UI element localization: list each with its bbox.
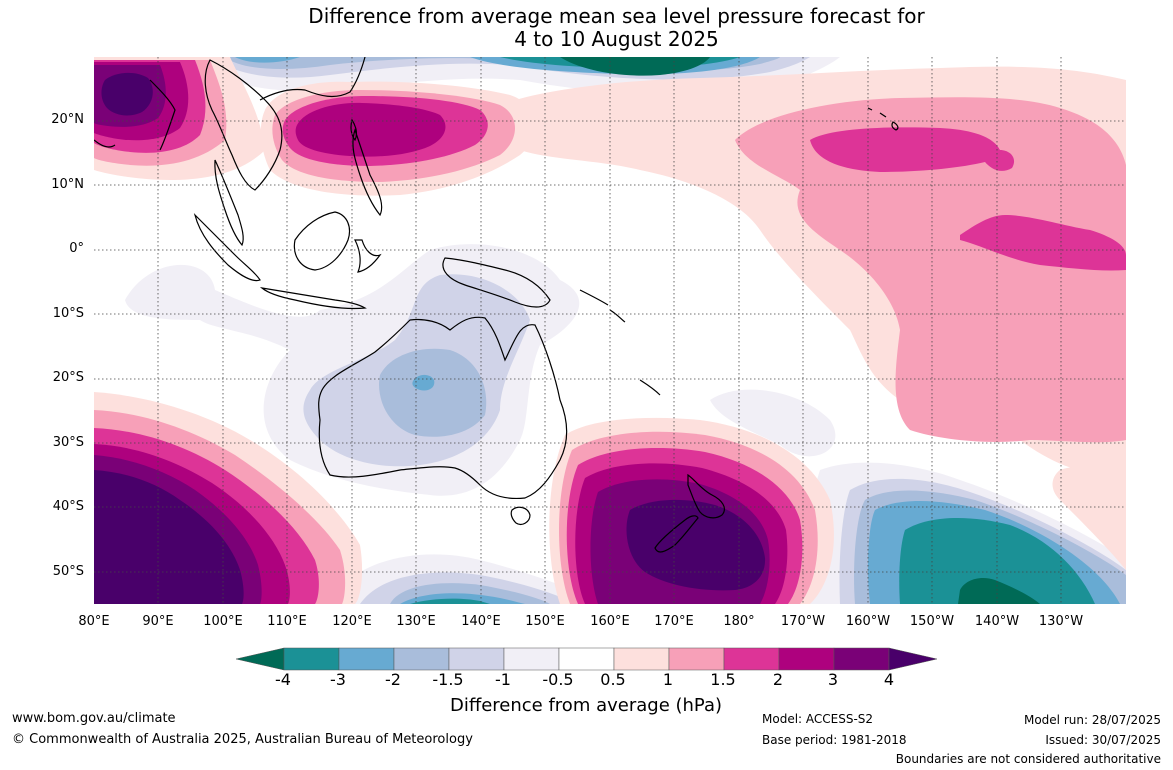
colorbar-extend-low bbox=[235, 647, 285, 671]
colorbar-swatch bbox=[613, 647, 670, 671]
contour-pos-1-pacific bbox=[735, 97, 1126, 443]
footer-issued: Issued: 30/07/2025 bbox=[1045, 733, 1161, 747]
colorbar-tick-label: -0.5 bbox=[542, 670, 574, 689]
lon-label-80e: 80°E bbox=[78, 614, 110, 629]
footer-model-run: Model run: 28/07/2025 bbox=[1023, 713, 1161, 727]
lat-label-10n: 10°N bbox=[51, 177, 84, 192]
lon-label-140e: 140°E bbox=[461, 614, 501, 629]
coastline-new-caledonia bbox=[639, 379, 661, 396]
coastline-new-guinea bbox=[442, 257, 551, 308]
lat-label-20n: 20°N bbox=[51, 112, 84, 127]
colorbar-tick-label: -3 bbox=[330, 670, 346, 689]
colorbar-swatch bbox=[283, 647, 340, 671]
colorbar-tick-label: 4 bbox=[883, 670, 895, 689]
lat-label-10s: 10°S bbox=[52, 306, 84, 321]
coastline-philippines bbox=[352, 128, 383, 217]
colorbar-swatch bbox=[778, 647, 835, 671]
footer-model: Model: ACCESS-S2 bbox=[762, 712, 874, 726]
colorbar-tick-label: -2 bbox=[385, 670, 401, 689]
colorbar-swatch bbox=[833, 647, 890, 671]
contour-pos-2-philippines bbox=[295, 102, 446, 157]
colorbar-extend-high bbox=[888, 647, 938, 671]
map-plot-area bbox=[94, 57, 1126, 604]
contour-neg-4-north bbox=[560, 57, 710, 76]
lat-label-30s: 30°S bbox=[52, 435, 84, 450]
coastline-borneo bbox=[293, 211, 351, 271]
coastline-india bbox=[94, 79, 176, 151]
lon-label-130w: 130°W bbox=[1038, 614, 1084, 629]
contour-pos-1-5-pacific-north bbox=[810, 127, 1015, 172]
colorbar-title: Difference from average (hPa) bbox=[449, 695, 723, 716]
graticule bbox=[94, 57, 1126, 604]
footer-disclaimer: Boundaries are not considered authoritat… bbox=[895, 752, 1161, 766]
lon-label-160w: 160°W bbox=[845, 614, 891, 629]
lon-label-120e: 120°E bbox=[332, 614, 372, 629]
lon-label-110e: 110°E bbox=[267, 614, 307, 629]
lon-label-170w: 170°W bbox=[780, 614, 826, 629]
footer-website: www.bom.gov.au/climate bbox=[12, 711, 176, 726]
lon-label-130e: 130°E bbox=[396, 614, 436, 629]
lon-label-150e: 150°E bbox=[525, 614, 565, 629]
lat-label-40s: 40°S bbox=[52, 499, 84, 514]
colorbar-swatch bbox=[338, 647, 395, 671]
lon-label-140w: 140°W bbox=[974, 614, 1020, 629]
colorbar-tick-label: -1 bbox=[495, 670, 511, 689]
coastline-hawaii bbox=[867, 107, 899, 131]
lon-label-180: 180° bbox=[723, 614, 755, 629]
colorbar-tick-label: 0.5 bbox=[600, 670, 626, 689]
coastline-taiwan bbox=[350, 118, 358, 142]
coastline-sumatra bbox=[193, 213, 261, 282]
contour-pos-1-5-pacific-east bbox=[960, 215, 1126, 271]
coastline-solomon bbox=[579, 289, 626, 323]
colorbar-swatch bbox=[503, 647, 560, 671]
colorbar-swatches bbox=[283, 647, 890, 671]
colorbar bbox=[235, 647, 938, 671]
lon-label-90e: 90°E bbox=[142, 614, 174, 629]
footer-base-period: Base period: 1981-2018 bbox=[762, 733, 907, 747]
coastlines bbox=[94, 57, 899, 553]
coastline-java bbox=[259, 287, 367, 310]
contour-neg-0-5-east bbox=[710, 389, 836, 457]
lat-label-20s: 20°S bbox=[52, 370, 84, 385]
lat-label-50s: 50°S bbox=[52, 564, 84, 579]
contour-neg-4-se bbox=[958, 578, 1040, 604]
title-line-1: Difference from average mean sea level p… bbox=[308, 4, 925, 28]
colorbar-tick-label: 1.5 bbox=[710, 670, 736, 689]
footer-copyright: © Commonwealth of Australia 2025, Austra… bbox=[12, 732, 473, 747]
contour-pos-4-southwest bbox=[94, 470, 244, 604]
lon-label-160e: 160°E bbox=[590, 614, 630, 629]
lon-label-170e: 170°E bbox=[654, 614, 694, 629]
coastline-china bbox=[259, 57, 366, 101]
lat-label-0: 0° bbox=[69, 241, 84, 256]
contour-pos-4-tasman bbox=[626, 499, 766, 591]
colorbar-tick-label: 1 bbox=[662, 670, 674, 689]
chart-title: Difference from average mean sea level p… bbox=[0, 5, 1173, 51]
colorbar-swatch bbox=[723, 647, 780, 671]
coastline-tasmania bbox=[510, 506, 531, 526]
colorbar-tick-label: 2 bbox=[772, 670, 784, 689]
contour-neg-3-south bbox=[410, 598, 490, 604]
coastline-malay-peninsula bbox=[214, 159, 244, 247]
contour-neg-2-australia-centre bbox=[412, 374, 435, 391]
colorbar-tick-label: -1.5 bbox=[432, 670, 464, 689]
colorbar-swatch bbox=[393, 647, 450, 671]
colorbar-tick-label: 3 bbox=[827, 670, 839, 689]
lon-label-100e: 100°E bbox=[203, 614, 243, 629]
contour-pos-4-west-north bbox=[101, 72, 153, 116]
title-line-2: 4 to 10 August 2025 bbox=[514, 27, 719, 51]
colorbar-tick-label: -4 bbox=[275, 670, 291, 689]
contour-neg-1-5-australia bbox=[379, 348, 487, 437]
colorbar-swatch bbox=[448, 647, 505, 671]
contour-pos-0-5-se-lobe bbox=[1052, 465, 1126, 570]
coastline-australia bbox=[318, 316, 568, 500]
lon-label-150w: 150°W bbox=[909, 614, 955, 629]
coastline-nz-north bbox=[687, 473, 725, 519]
coastline-indochina bbox=[204, 59, 283, 191]
colorbar-swatch bbox=[668, 647, 725, 671]
colorbar-swatch bbox=[558, 647, 615, 671]
coastline-nz-south bbox=[654, 515, 699, 553]
